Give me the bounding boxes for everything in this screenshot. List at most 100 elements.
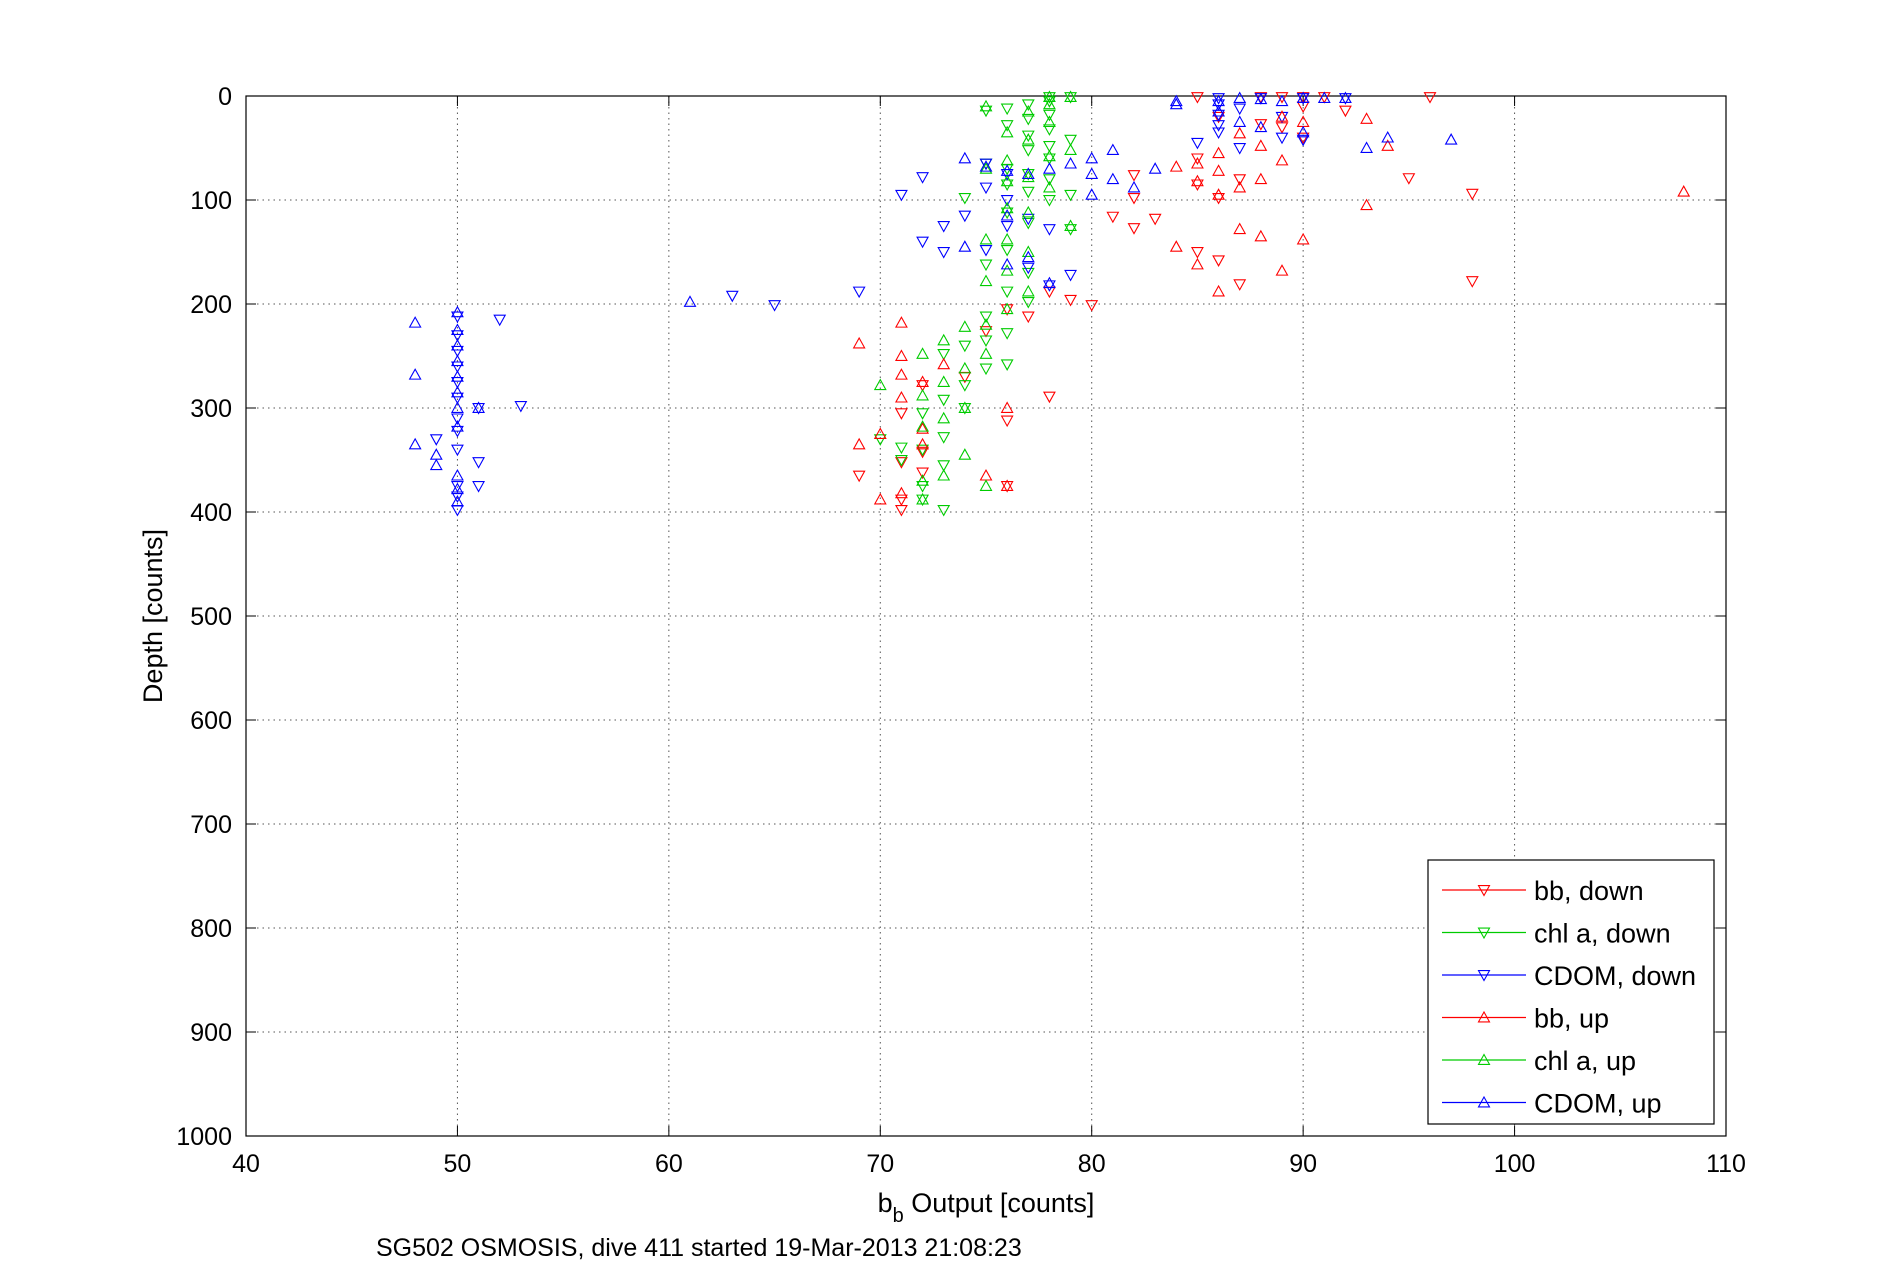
- data-point: [852, 336, 866, 349]
- x-tick-label: 60: [655, 1150, 683, 1178]
- y-tick-label: 500: [190, 603, 232, 631]
- data-point: [472, 457, 486, 469]
- data-point: [1127, 192, 1141, 205]
- data-point: [958, 320, 972, 332]
- data-point: [1317, 92, 1331, 104]
- legend-box: [1427, 859, 1715, 1125]
- legend-label: CDOM, up: [1534, 1089, 1662, 1119]
- y-tick-label: 600: [190, 707, 232, 735]
- data-point: [1212, 93, 1226, 105]
- data-point: [1000, 179, 1014, 192]
- data-point: [979, 311, 993, 324]
- data-point: [1254, 119, 1268, 131]
- data-point: [958, 380, 972, 392]
- data-point: [1042, 97, 1056, 110]
- data-point: [1275, 264, 1289, 276]
- data-point: [979, 158, 993, 171]
- data-point: [873, 434, 887, 446]
- data-point: [450, 420, 464, 432]
- data-point: [1000, 201, 1014, 214]
- data-point: [894, 189, 908, 202]
- data-point: [1190, 247, 1204, 259]
- legend-entry: bb, up: [1442, 1004, 1609, 1034]
- data-point: [1127, 180, 1141, 193]
- data-point: [1317, 91, 1331, 104]
- data-point: [916, 467, 930, 480]
- data-point: [1190, 179, 1204, 192]
- data-point: [1296, 232, 1310, 245]
- data-point: [1000, 401, 1014, 413]
- data-point: [1021, 296, 1035, 309]
- data-point: [979, 274, 993, 287]
- data-point: [1064, 90, 1078, 102]
- data-point: [1042, 109, 1056, 122]
- data-point: [1106, 172, 1120, 185]
- data-point: [408, 437, 422, 450]
- data-point: [1212, 164, 1226, 176]
- x-axis-label: bb Output [counts]: [878, 1188, 1095, 1227]
- data-point: [1381, 130, 1395, 143]
- data-point: [1148, 213, 1162, 226]
- data-point: [1233, 279, 1247, 291]
- data-point: [1254, 120, 1268, 133]
- data-point: [1000, 221, 1014, 233]
- data-point: [450, 377, 464, 389]
- series-0: [852, 92, 1479, 517]
- data-point: [1000, 103, 1014, 116]
- data-point: [916, 236, 930, 249]
- data-point: [1212, 255, 1226, 267]
- data-point: [450, 361, 464, 374]
- data-point: [979, 232, 993, 245]
- data-point: [450, 401, 464, 413]
- data-point: [1275, 94, 1289, 107]
- y-tick-label: 200: [190, 291, 232, 319]
- data-point: [1000, 232, 1014, 245]
- data-point: [1000, 264, 1014, 276]
- data-point: [768, 300, 782, 312]
- data-point: [1064, 219, 1078, 231]
- series-1: [873, 92, 1078, 517]
- data-point: [979, 160, 993, 172]
- data-point: [894, 390, 908, 403]
- y-tick-label: 1000: [176, 1123, 232, 1151]
- data-point: [1212, 192, 1226, 205]
- data-point: [1169, 97, 1183, 110]
- legend-marker: [1477, 970, 1491, 982]
- data-point: [873, 492, 887, 505]
- data-point: [1296, 134, 1310, 147]
- data-point: [1042, 153, 1056, 166]
- data-point: [1169, 94, 1183, 107]
- data-point: [1042, 149, 1056, 162]
- data-point: [958, 240, 972, 252]
- data-point: [1106, 143, 1120, 156]
- data-point: [1190, 153, 1204, 166]
- data-point: [1190, 156, 1204, 169]
- data-point: [1042, 286, 1056, 299]
- data-point: [1338, 91, 1352, 104]
- data-point: [472, 401, 486, 413]
- data-point: [429, 434, 443, 446]
- data-point: [1000, 257, 1014, 270]
- data-point: [1212, 104, 1226, 117]
- data-point: [683, 295, 697, 307]
- data-point: [1021, 186, 1035, 199]
- data-point: [937, 460, 951, 472]
- data-point: [1042, 276, 1056, 289]
- data-point: [979, 347, 993, 359]
- data-point: [1085, 167, 1099, 179]
- data-point: [958, 361, 972, 374]
- data-point: [979, 182, 993, 195]
- data-point: [408, 368, 422, 380]
- legend-entry: bb, down: [1442, 876, 1644, 906]
- data-point: [1212, 188, 1226, 200]
- data-point: [450, 444, 464, 457]
- data-point: [1000, 174, 1014, 187]
- data-point: [1021, 99, 1035, 111]
- data-point: [958, 448, 972, 460]
- data-point: [937, 375, 951, 387]
- data-point: [450, 323, 464, 335]
- data-point: [979, 335, 993, 348]
- data-point: [1212, 99, 1226, 111]
- data-point: [1000, 120, 1014, 132]
- data-point: [450, 494, 464, 507]
